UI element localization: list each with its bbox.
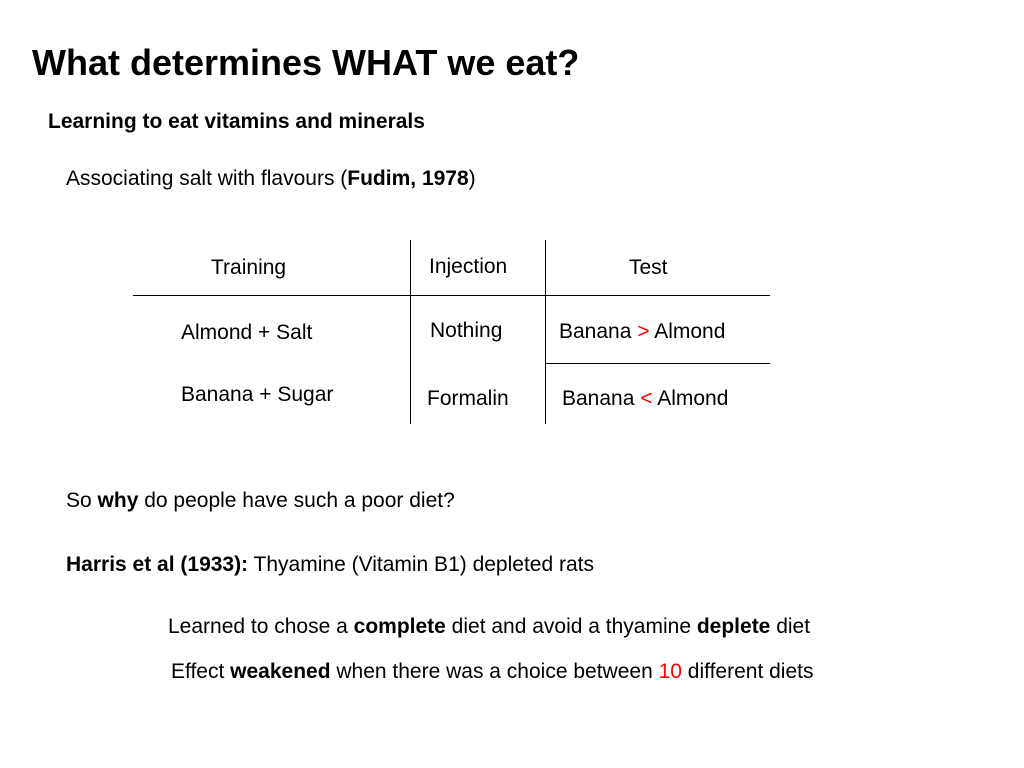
harris-rest: Thyamine (Vitamin B1) depleted rats (248, 553, 594, 576)
associating-suffix: ) (468, 167, 476, 190)
harris-citation: Harris et al (1933): (66, 553, 249, 576)
harris-line: Harris et al (1933): Thyamine (Vitamin B… (66, 553, 594, 577)
table-row-divider (545, 363, 770, 364)
effect-part1: Effect (171, 660, 231, 683)
associating-prefix: Associating salt with flavours ( (66, 167, 348, 190)
why-bold: why (97, 489, 139, 512)
row2-test-operator: < (640, 387, 653, 410)
learned-part2: diet and avoid a thyamine (445, 615, 697, 638)
row1-injection: Nothing (430, 319, 503, 342)
effect-number: 10 (658, 660, 682, 683)
row2-test: Banana < Almond (562, 387, 728, 411)
row2-test-left: Banana (562, 387, 635, 410)
header-injection: Injection (429, 255, 508, 278)
effect-part2: when there was a choice between (330, 660, 659, 683)
row1-test: Banana > Almond (559, 320, 725, 344)
header-test: Test (629, 256, 668, 279)
effect-line: Effect weakened when there was a choice … (171, 660, 813, 684)
row2-test-right: Almond (657, 387, 729, 410)
effect-part3: different diets (681, 660, 814, 683)
learned-line: Learned to chose a complete diet and avo… (168, 615, 810, 639)
slide-subtitle: Learning to eat vitamins and minerals (48, 110, 425, 133)
effect-bold1: weakened (230, 660, 331, 683)
table-column-divider-1 (410, 240, 411, 424)
table-column-divider-2 (545, 240, 546, 424)
why-prefix: So (66, 489, 98, 512)
slide-title: What determines WHAT we eat? (32, 42, 580, 83)
row1-test-right: Almond (654, 320, 726, 343)
row2-injection: Formalin (427, 387, 509, 410)
associating-line: Associating salt with flavours (Fudim, 1… (66, 167, 476, 191)
why-line: So why do people have such a poor diet? (66, 489, 455, 513)
row1-test-left: Banana (559, 320, 632, 343)
learned-part1: Learned to chose a (168, 615, 354, 638)
header-training: Training (211, 256, 287, 279)
learned-part3: diet (770, 615, 811, 638)
citation: Fudim, 1978 (347, 167, 469, 190)
row2-training: Banana + Sugar (181, 383, 334, 406)
row1-training: Almond + Salt (181, 321, 313, 344)
why-suffix: do people have such a poor diet? (138, 489, 455, 512)
row1-test-operator: > (637, 320, 650, 343)
table-header-divider (133, 295, 770, 296)
learned-bold1: complete (353, 615, 446, 638)
learned-bold2: deplete (696, 615, 771, 638)
